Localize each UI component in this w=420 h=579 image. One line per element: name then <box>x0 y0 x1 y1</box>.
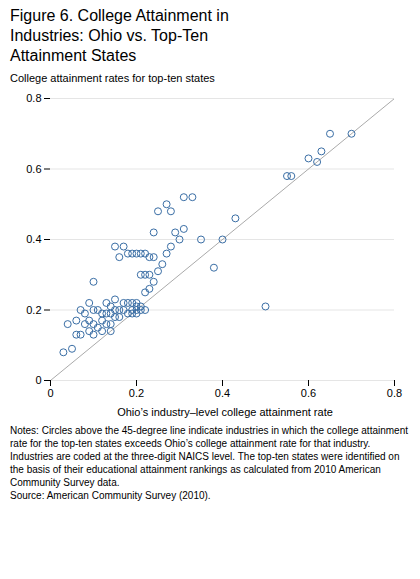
svg-text:0.4: 0.4 <box>26 233 41 245</box>
svg-text:0.6: 0.6 <box>26 163 41 175</box>
svg-text:0.6: 0.6 <box>301 387 316 399</box>
svg-text:0: 0 <box>35 374 41 386</box>
svg-text:0.2: 0.2 <box>129 387 144 399</box>
svg-text:0.8: 0.8 <box>387 387 402 399</box>
html-text:College attainment rates for t: College attainment rates for top-ten sta… <box>10 72 215 84</box>
svg-text:0.8: 0.8 <box>26 92 41 104</box>
html-text:Ohio’s industry–level college: Ohio’s industry–level college attainment… <box>117 406 333 418</box>
svg-text:0.4: 0.4 <box>215 387 230 399</box>
svg-text:0.2: 0.2 <box>26 304 41 316</box>
svg-text:0: 0 <box>47 387 53 399</box>
html-text:Notes: Circles above the 45-de: Notes: Circles above the 45-degree line … <box>10 425 408 501</box>
html-text:Figure 6. College Attainment i: Figure 6. College Attainment in Industri… <box>10 7 229 64</box>
